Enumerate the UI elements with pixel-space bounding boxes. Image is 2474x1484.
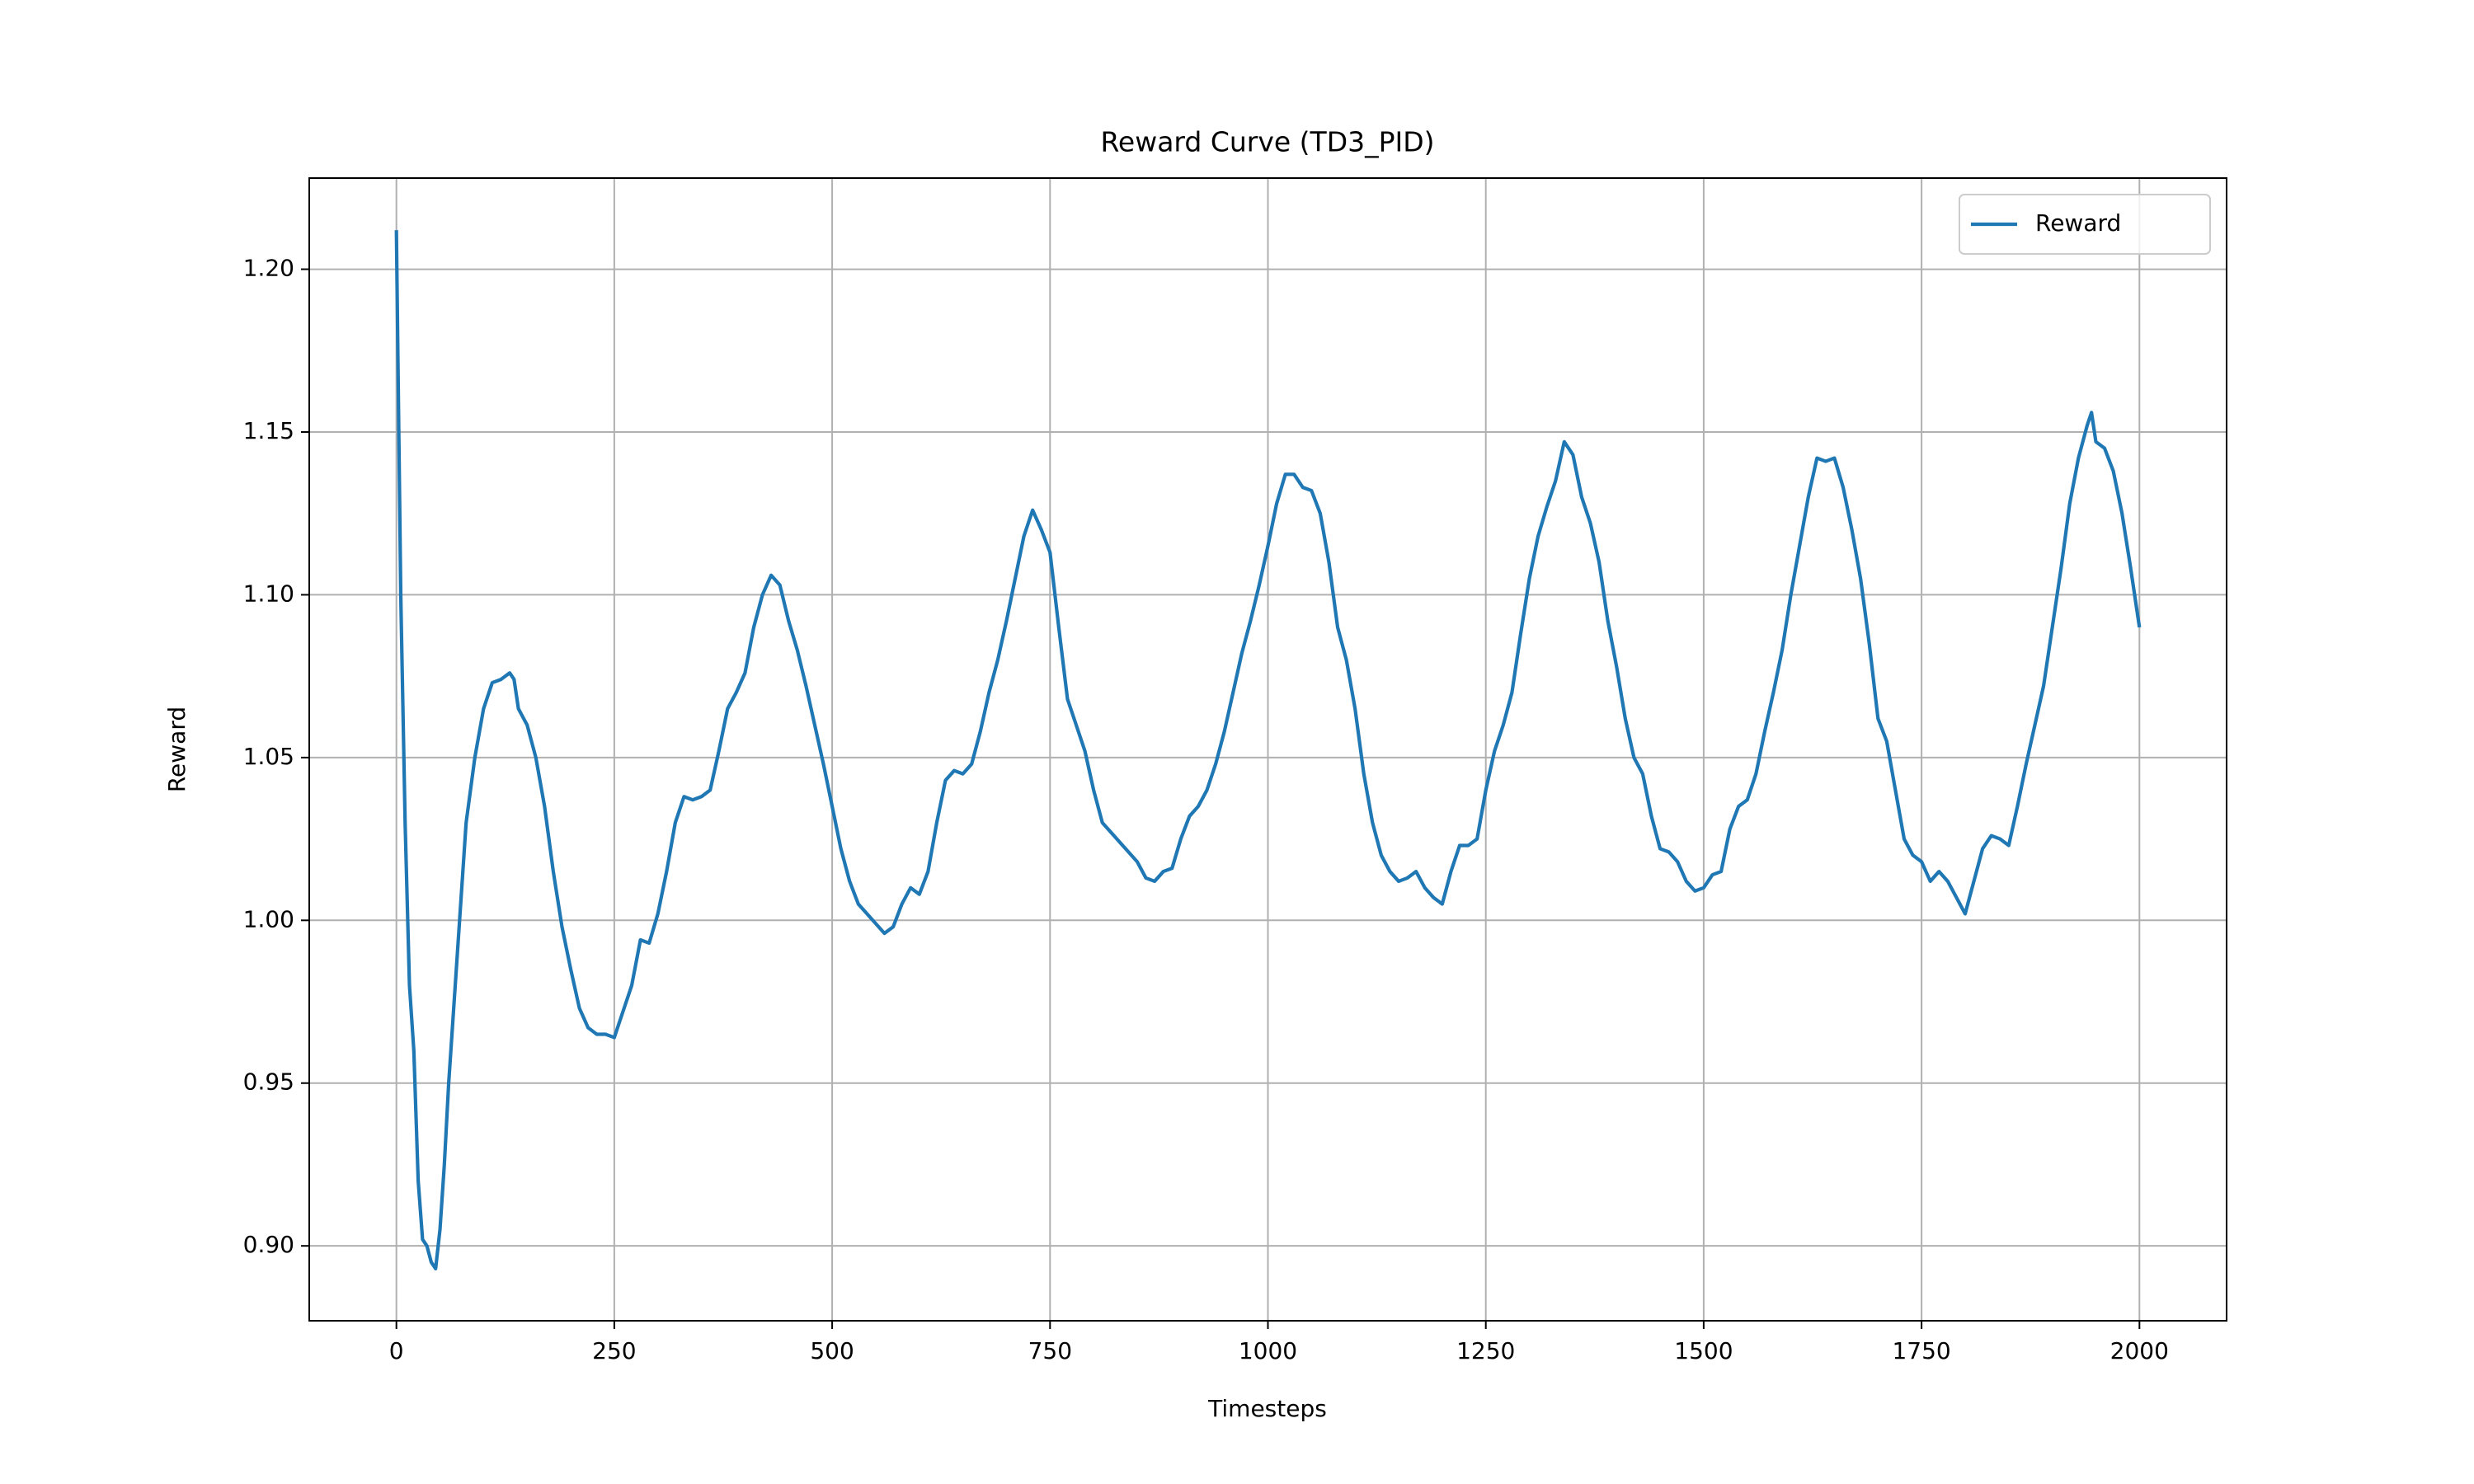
chart-title: Reward Curve (TD3_PID) bbox=[1100, 126, 1434, 158]
x-tick-label: 750 bbox=[1028, 1337, 1072, 1364]
x-tick-label: 250 bbox=[592, 1337, 636, 1364]
x-tick-label: 1000 bbox=[1239, 1337, 1297, 1364]
x-tick-label: 1250 bbox=[1456, 1337, 1515, 1364]
y-tick-label: 1.20 bbox=[243, 255, 294, 282]
legend-label: Reward bbox=[2035, 209, 2121, 237]
legend-box bbox=[1959, 194, 2211, 255]
line-series bbox=[394, 230, 2142, 1270]
y-tick-label: 1.00 bbox=[243, 905, 294, 932]
y-tick-label: 1.05 bbox=[243, 743, 294, 770]
y-tick-label: 0.95 bbox=[243, 1068, 294, 1096]
y-tick-label: 0.90 bbox=[243, 1231, 294, 1258]
x-tick-label: 1750 bbox=[1892, 1337, 1950, 1364]
axes-frame bbox=[308, 177, 2227, 1322]
y-tick-label: 1.15 bbox=[243, 417, 294, 444]
x-tick-label: 1500 bbox=[1674, 1337, 1733, 1364]
y-tick-label: 1.10 bbox=[243, 580, 294, 607]
x-tick-label: 0 bbox=[389, 1337, 404, 1364]
y-axis-label: Reward bbox=[163, 707, 190, 792]
x-tick-label: 500 bbox=[810, 1337, 854, 1364]
x-tick-label: 2000 bbox=[2110, 1337, 2169, 1364]
x-axis-label: Timesteps bbox=[1207, 1395, 1327, 1422]
